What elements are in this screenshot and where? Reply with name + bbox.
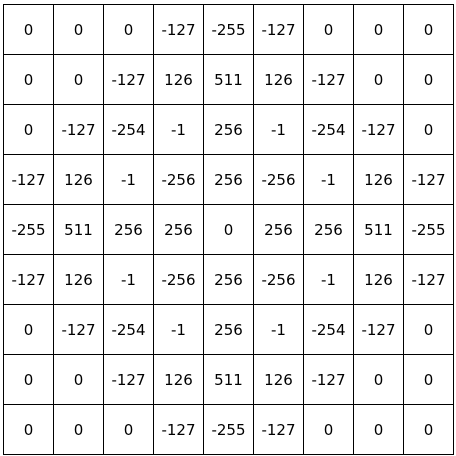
matrix-cell: 0 (3, 54, 54, 105)
matrix-cell: 0 (53, 4, 104, 55)
matrix-cell: 0 (303, 4, 354, 55)
kernel-matrix-table: 0 0 0 -127 -255 -127 0 0 0 0 0 -127 126 511 126 -127 0 0 0… (3, 4, 454, 455)
matrix-cell: -127 (103, 54, 154, 105)
matrix-cell: -254 (103, 304, 154, 355)
matrix-cell: -127 (303, 354, 354, 405)
matrix-cell: 256 (203, 304, 254, 355)
matrix-cell: -127 (53, 104, 104, 155)
matrix-cell: -256 (253, 254, 304, 305)
matrix-cell: 256 (203, 254, 254, 305)
matrix-cell: -1 (103, 154, 154, 205)
matrix-cell: -255 (203, 404, 254, 455)
matrix-cell: -127 (403, 254, 454, 305)
matrix-cell: -127 (153, 4, 204, 55)
matrix-container: 0 0 0 -127 -255 -127 0 0 0 0 0 -127 126 511 126 -127 0 0 0… (3, 4, 454, 455)
matrix-cell: 126 (353, 254, 404, 305)
matrix-cell: 126 (353, 154, 404, 205)
matrix-cell: 0 (403, 354, 454, 405)
matrix-row: 0 0 0 -127 -255 -127 0 0 0 (3, 404, 454, 455)
matrix-cell: 0 (3, 354, 54, 405)
matrix-cell: 0 (353, 54, 404, 105)
matrix-cell: 126 (53, 154, 104, 205)
matrix-cell: 0 (403, 404, 454, 455)
matrix-cell: 256 (153, 204, 204, 255)
matrix-cell: 0 (103, 404, 154, 455)
matrix-cell: 256 (253, 204, 304, 255)
matrix-cell: 511 (203, 354, 254, 405)
matrix-cell: 0 (353, 354, 404, 405)
matrix-cell: -1 (253, 304, 304, 355)
matrix-cell: 0 (53, 54, 104, 105)
matrix-cell: 0 (303, 404, 354, 455)
matrix-cell: 511 (353, 204, 404, 255)
matrix-cell: 0 (403, 4, 454, 55)
matrix-cell: -254 (103, 104, 154, 155)
matrix-cell: 0 (103, 4, 154, 55)
matrix-cell: -127 (403, 154, 454, 205)
matrix-body: 0 0 0 -127 -255 -127 0 0 0 0 0 -127 126 511 126 -127 0 0 0… (3, 4, 454, 455)
matrix-cell: -1 (303, 154, 354, 205)
matrix-cell: -1 (153, 104, 204, 155)
matrix-row: -127 126 -1 -256 256 -256 -1 126 -127 (3, 254, 454, 305)
matrix-cell: 0 (3, 304, 54, 355)
matrix-cell: -127 (53, 304, 104, 355)
matrix-cell: 511 (203, 54, 254, 105)
matrix-cell: -255 (203, 4, 254, 55)
matrix-cell: 511 (53, 204, 104, 255)
matrix-cell: 126 (253, 54, 304, 105)
matrix-cell: 256 (203, 154, 254, 205)
matrix-cell: 0 (353, 404, 404, 455)
matrix-cell: 126 (153, 54, 204, 105)
matrix-row: -127 126 -1 -256 256 -256 -1 126 -127 (3, 154, 454, 205)
matrix-cell: -1 (253, 104, 304, 155)
matrix-cell: -127 (3, 254, 54, 305)
matrix-cell: -127 (253, 404, 304, 455)
matrix-cell: 0 (3, 4, 54, 55)
matrix-cell: -255 (403, 204, 454, 255)
matrix-cell: 0 (403, 104, 454, 155)
matrix-cell: 0 (203, 204, 254, 255)
matrix-cell: 126 (253, 354, 304, 405)
matrix-cell: 0 (403, 54, 454, 105)
matrix-cell: 0 (53, 404, 104, 455)
matrix-cell: -127 (153, 404, 204, 455)
matrix-cell: -1 (303, 254, 354, 305)
matrix-row: 0 -127 -254 -1 256 -1 -254 -127 0 (3, 304, 454, 355)
matrix-cell: -254 (303, 304, 354, 355)
matrix-cell: 0 (53, 354, 104, 405)
matrix-row: 0 -127 -254 -1 256 -1 -254 -127 0 (3, 104, 454, 155)
matrix-row: 0 0 -127 126 511 126 -127 0 0 (3, 354, 454, 405)
matrix-cell: -127 (353, 104, 404, 155)
matrix-cell: 0 (3, 404, 54, 455)
matrix-row: 0 0 0 -127 -255 -127 0 0 0 (3, 4, 454, 55)
matrix-cell: -256 (253, 154, 304, 205)
matrix-cell: -127 (353, 304, 404, 355)
matrix-cell: -127 (3, 154, 54, 205)
matrix-cell: -255 (3, 204, 54, 255)
matrix-cell: -254 (303, 104, 354, 155)
matrix-cell: 256 (203, 104, 254, 155)
matrix-cell: -127 (253, 4, 304, 55)
matrix-cell: -127 (303, 54, 354, 105)
matrix-cell: 256 (303, 204, 354, 255)
matrix-cell: 0 (3, 104, 54, 155)
matrix-cell: 0 (353, 4, 404, 55)
matrix-row: 0 0 -127 126 511 126 -127 0 0 (3, 54, 454, 105)
matrix-cell: 256 (103, 204, 154, 255)
matrix-cell: -256 (153, 154, 204, 205)
matrix-cell: 126 (53, 254, 104, 305)
matrix-cell: -1 (153, 304, 204, 355)
matrix-row: -255 511 256 256 0 256 256 511 -255 (3, 204, 454, 255)
matrix-cell: -256 (153, 254, 204, 305)
matrix-cell: 126 (153, 354, 204, 405)
matrix-cell: -127 (103, 354, 154, 405)
matrix-cell: -1 (103, 254, 154, 305)
matrix-cell: 0 (403, 304, 454, 355)
